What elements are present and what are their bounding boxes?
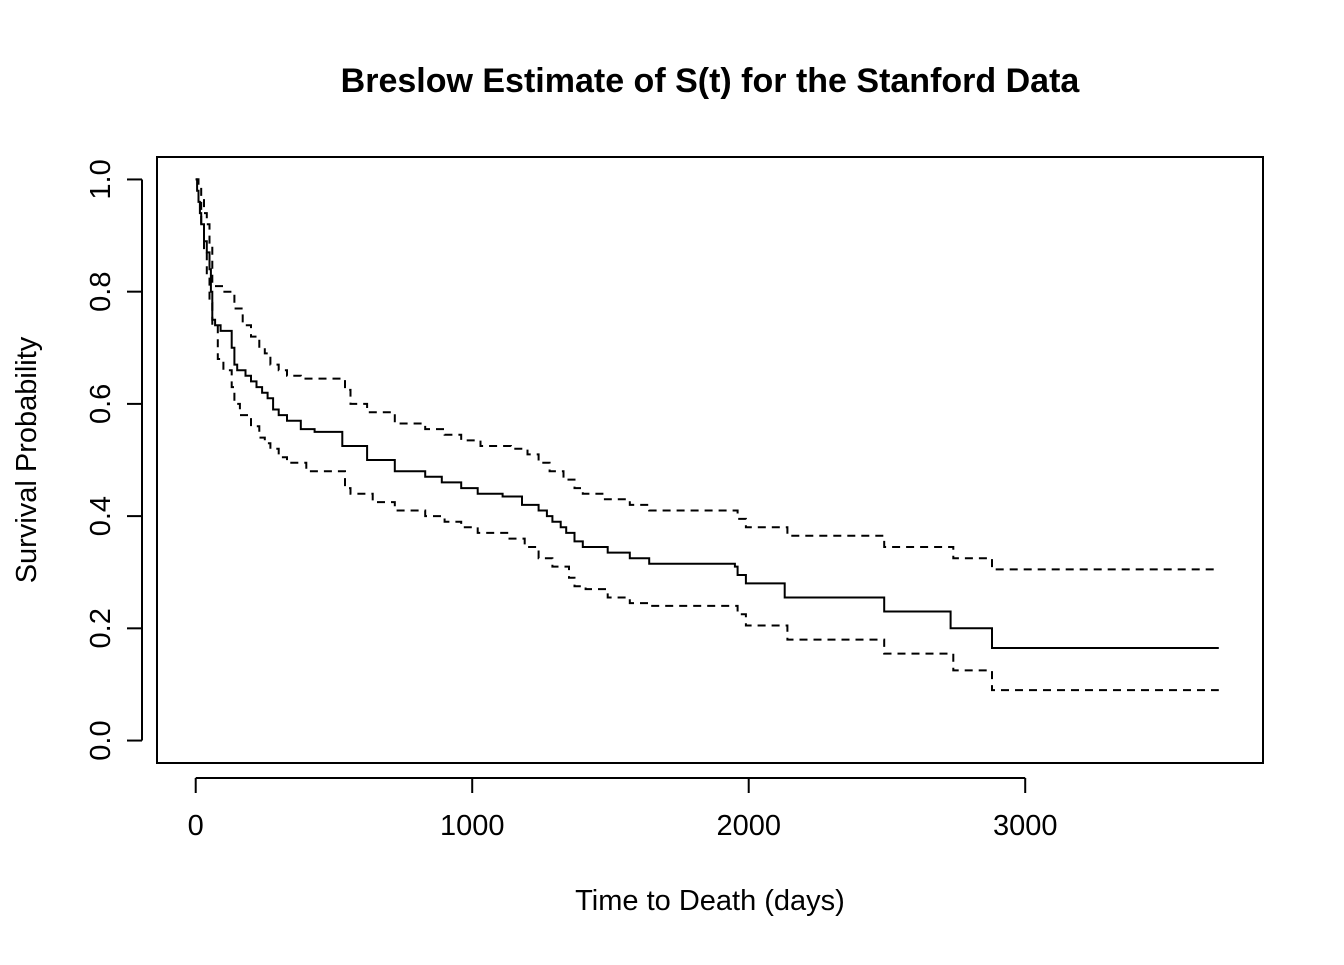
x-axis-label: Time to Death (days) xyxy=(575,885,845,917)
x-tick-label: 3000 xyxy=(993,810,1058,842)
survival-estimate-line xyxy=(195,178,1219,649)
chart-title: Breslow Estimate of S(t) for the Stanfor… xyxy=(341,62,1081,100)
x-tick-label: 0 xyxy=(188,810,204,842)
y-tick-label: 0.2 xyxy=(85,608,117,648)
x-tick-label: 2000 xyxy=(716,810,781,842)
y-tick-label: 0.6 xyxy=(85,384,117,424)
y-tick-label: 0.8 xyxy=(85,272,117,312)
lower-ci-line xyxy=(195,178,1219,692)
x-axis: 0 1000 2000 3000 xyxy=(188,777,1058,842)
y-tick-label: 0.0 xyxy=(85,720,117,760)
plot-frame xyxy=(156,156,1264,764)
x-tick-label: 1000 xyxy=(440,810,505,842)
y-tick-label: 1.0 xyxy=(85,159,117,199)
y-axis-label: Survival Probability xyxy=(11,336,43,583)
series-layer xyxy=(195,178,1219,692)
y-tick-label: 0.4 xyxy=(85,496,117,536)
y-axis: 0.0 0.2 0.4 0.6 0.8 1.0 xyxy=(85,159,143,761)
upper-ci-line xyxy=(195,178,1219,571)
